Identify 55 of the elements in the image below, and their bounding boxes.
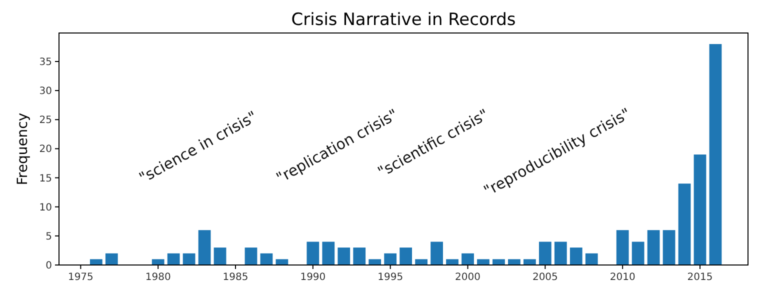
bar [477, 259, 490, 265]
x-tick-label: 2015 [687, 272, 713, 283]
bar [368, 259, 382, 265]
bar [554, 242, 567, 265]
bar [678, 184, 691, 265]
y-tick-label: 30 [39, 86, 52, 98]
bar [400, 248, 412, 265]
bar [214, 248, 226, 265]
bar [105, 253, 118, 265]
x-tick-label: 1995 [378, 272, 404, 283]
x-tick-label: 2005 [532, 272, 558, 283]
bar [492, 259, 505, 265]
x-tick-label: 1980 [145, 272, 171, 283]
y-tick-label: 5 [46, 231, 52, 242]
y-tick-label: 10 [39, 202, 52, 214]
bar [182, 253, 196, 265]
bar [616, 230, 629, 265]
bar [152, 259, 164, 265]
bar [647, 230, 660, 265]
bar [446, 259, 458, 265]
bar [276, 259, 288, 265]
bar [260, 253, 273, 265]
bar [244, 248, 258, 265]
bar [585, 253, 598, 265]
y-tick-label: 0 [46, 260, 52, 272]
bar [632, 242, 644, 265]
bar [523, 259, 536, 265]
y-tick-label: 25 [39, 115, 52, 126]
bar [508, 259, 520, 265]
x-tick-label: 2010 [610, 272, 636, 283]
bar [430, 242, 443, 265]
bar [709, 44, 722, 265]
bar [306, 242, 320, 265]
y-tick-label: 15 [39, 173, 52, 184]
x-tick-label: 2000 [455, 272, 480, 283]
y-tick-label: 20 [39, 144, 52, 156]
y-axis-title: Frequency [15, 112, 31, 186]
bar [90, 259, 102, 265]
bar [167, 253, 180, 265]
bar [462, 253, 474, 265]
bar [198, 230, 211, 265]
bar [384, 253, 397, 265]
bar [538, 242, 552, 265]
x-tick-label: 1975 [68, 272, 94, 283]
bar [694, 154, 706, 265]
bar [662, 230, 676, 265]
x-tick-label: 1985 [222, 272, 248, 283]
bar [570, 248, 582, 265]
x-tick-label: 1990 [300, 272, 326, 283]
bar [415, 259, 428, 265]
y-tick-label: 35 [39, 56, 52, 68]
bar [338, 248, 350, 265]
bar [353, 248, 366, 265]
chart-title: Crisis Narrative in Records [291, 10, 516, 30]
bar [322, 242, 335, 265]
